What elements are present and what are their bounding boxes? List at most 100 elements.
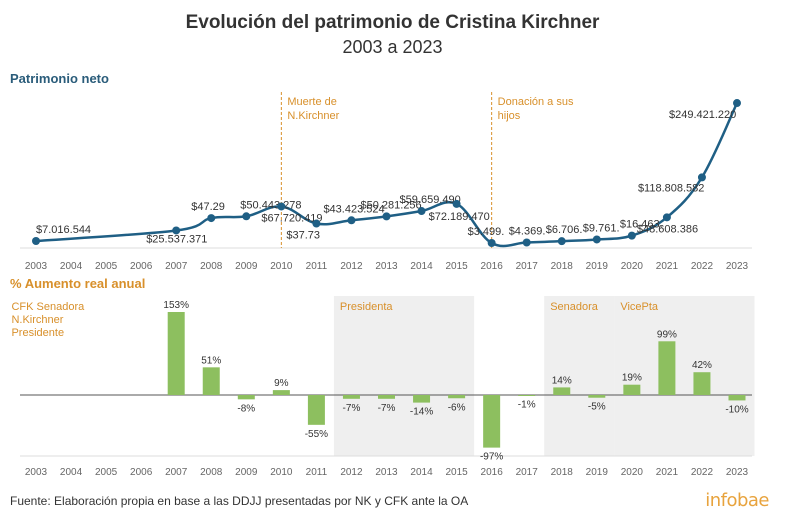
data-point [627,231,636,240]
bar [658,341,676,395]
data-point [347,216,356,225]
data-point [32,237,40,246]
data-point [487,239,496,248]
bar-label: -1% [518,400,536,411]
data-point [697,173,706,182]
x-tick-label: 2011 [306,467,328,478]
data-point-label: $59.659.490 [400,194,461,206]
x-tick-label: 2008 [200,467,223,478]
bar [553,387,571,395]
period-band [333,296,475,456]
x-tick-label: 2010 [270,261,293,272]
data-point-label: $48.608.386 [637,223,698,235]
data-point-label: $6.706. [546,224,583,236]
bar [728,395,746,401]
bar-label: -7% [343,403,361,414]
bar-label: 99% [657,329,677,340]
source-note: Fuente: Elaboración propia en base a las… [10,494,469,508]
data-point-label: $67.720.419 [261,212,322,224]
bar-label: -10% [725,404,748,415]
period-band [544,296,615,456]
data-point-label: $16.463. [620,219,663,231]
chart-title: Evolución del patrimonio de Cristina Kir… [185,12,600,33]
bar [378,395,395,399]
period-label: VicePta [620,301,659,313]
x-tick-label: 2010 [270,467,293,478]
bar [342,395,360,399]
data-point [592,235,601,244]
x-tick-label: 2007 [165,261,188,272]
bar-label: 14% [552,375,572,386]
bar [623,384,641,395]
bar-label: 9% [274,378,289,389]
annotation-label: Donación a sus [498,96,574,108]
x-tick-label: 2004 [60,261,83,272]
data-point [277,202,286,211]
data-point [172,226,181,235]
bar-label: -97% [480,452,503,463]
brand-logo: infobae [705,490,769,511]
bar [518,395,536,396]
data-point-label: $7.016.544 [36,224,91,236]
x-tick-label: 2023 [726,261,749,272]
x-tick-label: 2015 [445,261,468,272]
bar [693,372,711,395]
x-tick-label: 2018 [551,467,574,478]
x-tick-label: 2016 [481,261,504,272]
period-label: Presidente [11,327,64,339]
data-point [733,99,741,108]
bar-label: 51% [201,355,221,366]
net-worth-section-label: Patrimonio neto [10,71,109,86]
data-point-label: $50.281.256 [361,199,422,211]
x-tick-label: 2020 [621,261,644,272]
x-tick-label: 2022 [691,467,714,478]
x-tick-label: 2013 [375,467,398,478]
bar [272,390,290,395]
period-label: N.Kirchner [11,314,63,326]
bar-label: -5% [588,402,606,413]
annotation-label: Muerte de [287,96,337,108]
x-tick-label: 2005 [95,467,118,478]
x-tick-label: 2003 [25,467,48,478]
x-tick-label: 2009 [235,261,258,272]
bar [413,395,431,403]
data-point-label: $4.369. [509,226,546,238]
x-tick-label: 2004 [60,467,83,478]
data-point-label: $37.73 [286,230,320,242]
x-tick-label: 2012 [340,261,363,272]
data-point-label: $43.423.524 [323,203,384,215]
x-tick-label: 2019 [586,467,609,478]
x-tick-label: 2017 [516,261,539,272]
x-tick-label: 2006 [130,261,153,272]
x-tick-label: 2006 [130,467,153,478]
data-point-label: $50.443.278 [240,199,301,211]
x-tick-label: 2019 [586,261,609,272]
bar-label: 42% [692,360,712,371]
annual-growth-section-label: % Aumento real anual [10,276,146,291]
x-tick-label: 2003 [25,261,48,272]
data-point [242,212,251,221]
period-label: Presidenta [340,301,393,313]
data-point-label: $47.29 [191,201,225,213]
x-tick-label: 2017 [516,467,539,478]
bar-label: -14% [410,407,433,418]
bar-label: -8% [237,403,255,414]
data-point [207,214,216,223]
x-tick-label: 2009 [235,467,258,478]
net-worth-line [35,102,739,248]
annotation-label: hijos [498,110,521,122]
x-tick-label: 2022 [691,261,714,272]
period-band [614,296,755,456]
bar-label: 153% [163,300,189,311]
x-tick-label: 2021 [656,261,679,272]
x-tick-label: 2014 [410,261,433,272]
data-point-label: $118.808.582 [638,182,704,194]
data-point [662,213,671,222]
bar [237,395,255,400]
annotation-label: N.Kirchner [287,110,339,122]
bar-label: -55% [305,429,328,440]
data-point-label: $25.537.371 [146,233,207,245]
period-label: CFK Senadora [11,301,85,313]
x-tick-label: 2014 [410,467,433,478]
